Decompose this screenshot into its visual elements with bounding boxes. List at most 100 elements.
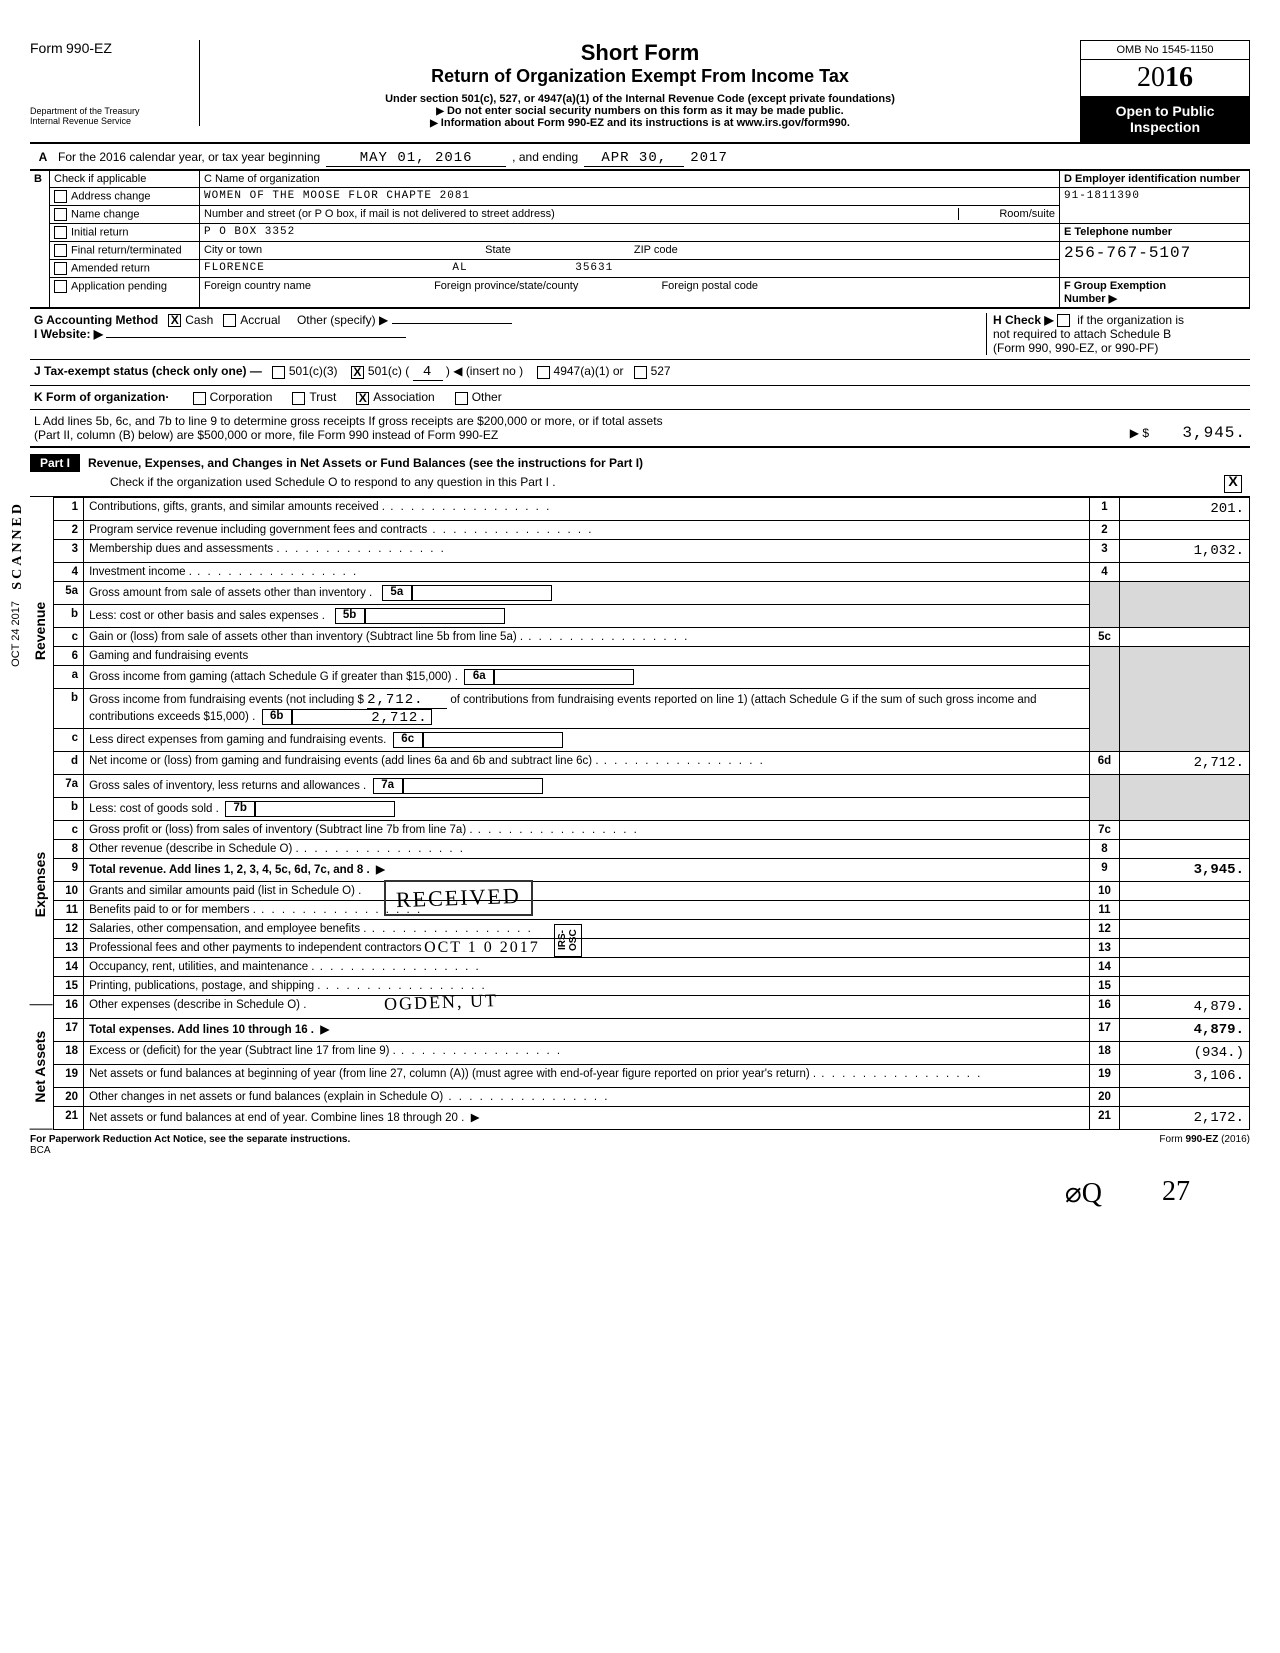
k-other-check[interactable] <box>455 392 468 405</box>
side-netassets: Net Assets <box>30 1005 53 1130</box>
f-label: F Group ExemptionNumber ▶ <box>1060 278 1250 309</box>
label-a: A <box>34 146 52 164</box>
stamp-irs: IRS-OSC <box>554 924 582 957</box>
line-9: 9Total revenue. Add lines 1, 2, 3, 4, 5c… <box>54 858 1250 881</box>
j-4947: 4947(a)(1) or <box>554 364 624 378</box>
row-k: K Form of organization· Corporation Trus… <box>30 386 1250 409</box>
omb-number: OMB No 1545-1150 <box>1081 41 1249 60</box>
stamp-location: OGDEN, UT <box>384 990 499 1015</box>
omb-box: OMB No 1545-1150 2016 Open to Public Ins… <box>1080 40 1250 142</box>
city-state-zip: FLORENCE AL 35631 <box>200 260 1060 278</box>
header-info-grid: B Check if applicable C Name of organiza… <box>30 169 1250 309</box>
b-opt-pending[interactable]: Application pending <box>50 278 200 309</box>
form-number: 990-EZ <box>66 40 112 56</box>
line-6: 6Gaming and fundraising events <box>54 646 1250 665</box>
line-12: 12Salaries, other compensation, and empl… <box>54 919 1250 938</box>
line-11: 11Benefits paid to or for members .11 <box>54 900 1250 919</box>
line-7b: bLess: cost of goods sold . 7b <box>54 797 1250 820</box>
row-l: L Add lines 5b, 6c, and 7b to line 9 to … <box>30 410 1250 448</box>
c-name-label: C Name of organization <box>200 171 1060 188</box>
j-c-check[interactable]: X <box>351 366 364 379</box>
lines-table: 1Contributions, gifts, grants, and simil… <box>54 497 1250 1130</box>
k-trust: Trust <box>309 390 336 404</box>
h-txt3: (Form 990, 990-EZ, or 990-PF) <box>993 341 1158 355</box>
e-label: E Telephone number <box>1060 224 1250 242</box>
l-txt2: (Part II, column (B) below) are $500,000… <box>34 428 498 442</box>
line-6c: cLess direct expenses from gaming and fu… <box>54 728 1250 751</box>
title-line3: Information about Form 990-EZ and its in… <box>210 117 1070 129</box>
d-label: D Employer identification number <box>1060 171 1250 188</box>
line-2: 2Program service revenue including gover… <box>54 520 1250 539</box>
j-4947-check[interactable] <box>537 366 550 379</box>
line-6b: bGross income from fundraising events (n… <box>54 688 1250 728</box>
year-prefix: 20 <box>1137 62 1165 93</box>
period-begin: MAY 01, 2016 <box>326 150 506 167</box>
side-expenses: Expenses <box>30 765 53 1005</box>
b-opt-amended[interactable]: Amended return <box>50 260 200 278</box>
b-opt-address[interactable]: Address change <box>50 188 200 206</box>
part1-check-row: Check if the organization used Schedule … <box>30 472 1250 497</box>
footer-left: For Paperwork Reduction Act Notice, see … <box>30 1134 350 1145</box>
j-527-check[interactable] <box>634 366 647 379</box>
stamp-date: OCT 1 0 2017 <box>424 939 540 957</box>
j-c-tail: ) ◀ (insert no ) <box>446 364 523 378</box>
k-corp-check[interactable] <box>193 392 206 405</box>
signatures: ⌀Q 27 <box>30 1176 1250 1210</box>
b-opt-final[interactable]: Final return/terminated <box>50 242 200 260</box>
year-suffix: 16 <box>1165 62 1193 93</box>
received-stamp: RECEIVED <box>384 880 533 917</box>
j-c-num: 4 <box>413 364 443 381</box>
h-label: H Check ▶ <box>993 313 1054 327</box>
open-to-public: Open to Public Inspection <box>1081 97 1249 141</box>
signature-2: 27 <box>1162 1176 1190 1210</box>
part1-header: Part I Revenue, Expenses, and Changes in… <box>30 454 1250 472</box>
j-527: 527 <box>651 364 671 378</box>
j-label: J Tax-exempt status (check only one) — <box>34 364 262 378</box>
line-20: 20Other changes in net assets or fund ba… <box>54 1087 1250 1106</box>
g-cash: Cash <box>185 313 213 327</box>
j-c3: 501(c)(3) <box>289 364 338 378</box>
line-a-period: A For the 2016 calendar year, or tax yea… <box>30 142 1250 169</box>
j-c3-check[interactable] <box>272 366 285 379</box>
footer-right: Form 990-EZ (2016) <box>1159 1134 1250 1145</box>
tax-year: 2016 <box>1081 60 1249 97</box>
org-name: WOMEN OF THE MOOSE FLOR CHAPTE 2081 <box>200 188 1060 206</box>
part1-body: SCANNED OCT 24 2017 Revenue Expenses Net… <box>30 497 1250 1130</box>
website-blank[interactable] <box>106 337 406 338</box>
g-accrual-check[interactable] <box>223 314 236 327</box>
j-c: 501(c) ( <box>368 364 409 378</box>
line-10: 10 Grants and similar amounts paid (list… <box>54 881 1250 900</box>
row-g-h: G Accounting Method XCash Accrual Other … <box>30 309 1250 360</box>
line-19: 19Net assets or fund balances at beginni… <box>54 1064 1250 1087</box>
line-1: 1Contributions, gifts, grants, and simil… <box>54 497 1250 520</box>
k-trust-check[interactable] <box>292 392 305 405</box>
k-other: Other <box>472 390 502 404</box>
line-6a: aGross income from gaming (attach Schedu… <box>54 665 1250 688</box>
b-opt-initial[interactable]: Initial return <box>50 224 200 242</box>
line-6d: dNet income or (loss) from gaming and fu… <box>54 751 1250 774</box>
side-revenue: Revenue <box>30 497 53 765</box>
g-cash-check[interactable]: X <box>168 314 181 327</box>
line-5b: bLess: cost or other basis and sales exp… <box>54 604 1250 627</box>
line-7c: cGross profit or (loss) from sales of in… <box>54 820 1250 839</box>
signature-1: ⌀Q <box>1065 1176 1102 1210</box>
l-txt1: L Add lines 5b, 6c, and 7b to line 9 to … <box>34 414 663 428</box>
h-check[interactable] <box>1057 314 1070 327</box>
b-opt-name[interactable]: Name change <box>50 206 200 224</box>
part1-check-text: Check if the organization used Schedule … <box>110 475 1224 493</box>
open-line2: Inspection <box>1085 119 1245 135</box>
c-addr-label: Number and street (or P O box, if mail i… <box>200 206 1060 224</box>
k-label: K Form of organization· <box>34 390 169 404</box>
form-header: Form 990-EZ Department of the Treasury I… <box>30 40 1250 142</box>
h-txt1: if the organization is <box>1077 313 1184 327</box>
footer-bca: BCA <box>30 1145 1250 1156</box>
g-other: Other (specify) ▶ <box>297 313 388 327</box>
period-mid: , and ending <box>512 150 578 164</box>
k-assoc-check[interactable]: X <box>356 392 369 405</box>
g-label: G Accounting Method <box>34 313 158 327</box>
line-18: 18Excess or (deficit) for the year (Subt… <box>54 1041 1250 1064</box>
g-other-blank[interactable] <box>392 323 512 324</box>
period-end-year: 2017 <box>690 150 728 166</box>
part1-checkbox[interactable]: X <box>1224 475 1242 493</box>
line-5a: 5aGross amount from sale of assets other… <box>54 581 1250 604</box>
